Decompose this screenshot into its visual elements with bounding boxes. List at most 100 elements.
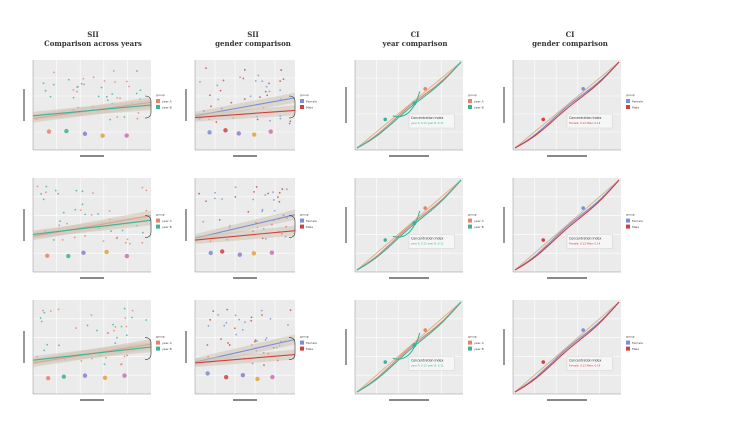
legend-key	[300, 340, 304, 345]
data-point	[123, 307, 126, 310]
annotation-values: Female: 0.12 Male: 0.14	[569, 121, 601, 125]
data-point	[206, 344, 209, 346]
data-point	[216, 84, 219, 87]
legend-label: year B	[162, 225, 172, 229]
data-point	[233, 327, 236, 330]
regression-line	[194, 109, 296, 119]
annotation-title: Concentration Index	[411, 236, 443, 240]
data-point	[259, 96, 261, 99]
concentration-curve	[356, 61, 462, 149]
data-point	[90, 314, 93, 317]
legend-title: group	[156, 93, 165, 97]
data-point	[239, 76, 241, 79]
data-point	[61, 238, 64, 241]
data-point	[244, 321, 246, 324]
col-title-line2: gender comparison	[532, 39, 608, 48]
data-point	[125, 80, 128, 83]
data-point	[110, 230, 113, 233]
data-point	[84, 234, 86, 237]
legend-label: Male	[306, 347, 313, 351]
legend-label: year A	[162, 219, 173, 223]
annotation-box	[566, 113, 613, 129]
panel-row3-sii-year: group year A year B	[23, 300, 173, 401]
x-axis-label	[547, 399, 587, 401]
data-point	[131, 316, 133, 319]
outlier-marker	[122, 373, 127, 378]
legend-label: Male	[632, 347, 639, 351]
legend-key	[626, 105, 630, 109]
legend-key	[300, 105, 304, 109]
outlier-marker	[82, 131, 88, 136]
annotation-values: Female: 0.12 Male: 0.14	[569, 241, 601, 245]
equality-line	[514, 301, 620, 393]
data-point	[126, 354, 129, 357]
data-point	[220, 338, 222, 341]
outlier-marker	[64, 128, 69, 134]
data-point	[126, 238, 129, 241]
legend-label: Male	[306, 225, 313, 229]
data-point	[114, 342, 117, 345]
data-point	[128, 85, 130, 88]
data-point	[135, 92, 138, 95]
outlier-marker	[223, 375, 229, 380]
x-axis-label	[80, 399, 104, 401]
data-point	[49, 310, 52, 312]
col-title-line2: Comparison across years	[44, 39, 142, 48]
legend-key	[156, 218, 160, 223]
data-point	[269, 119, 271, 122]
data-point	[279, 80, 282, 83]
legend-key	[468, 346, 472, 351]
data-point	[266, 94, 269, 97]
panel-row3-sii-gender: group Female Male	[185, 300, 317, 401]
legend-label: Female	[306, 219, 317, 223]
data-point	[272, 191, 274, 193]
data-point	[255, 186, 258, 188]
curve-marker	[581, 328, 585, 332]
legend: group year A year B	[468, 213, 485, 229]
data-point	[212, 310, 215, 312]
legend-label: Female	[632, 100, 643, 104]
legend-key	[156, 105, 160, 109]
data-point	[121, 229, 124, 232]
data-point	[58, 344, 60, 347]
outlier-marker	[205, 371, 210, 376]
data-point	[116, 336, 118, 339]
y-axis-label	[185, 331, 187, 363]
data-point	[44, 191, 47, 194]
data-point	[289, 309, 292, 312]
col-title-ci-year: CI year comparison	[330, 30, 500, 48]
concentration-curve	[356, 61, 462, 149]
y-axis-label	[503, 87, 505, 123]
data-point	[243, 98, 246, 101]
regression-line	[194, 214, 296, 239]
data-point	[253, 190, 255, 193]
concentration-curve	[356, 301, 462, 393]
col-title-line1: SII	[247, 30, 259, 39]
data-point	[235, 333, 238, 336]
data-point	[105, 95, 108, 98]
data-point	[111, 93, 114, 96]
data-point	[264, 238, 267, 240]
regression-line	[32, 219, 152, 235]
legend-key	[468, 218, 472, 223]
annotation-title: Concentration Index	[569, 116, 601, 120]
legend-key	[156, 224, 160, 229]
legend-key	[468, 105, 472, 109]
data-point	[90, 213, 93, 216]
data-point	[137, 112, 140, 114]
legend-key	[626, 224, 630, 229]
y-axis-label	[23, 89, 25, 121]
data-point	[256, 118, 259, 121]
data-point	[39, 317, 42, 319]
data-point	[223, 324, 226, 327]
data-point	[123, 116, 126, 118]
data-point	[273, 209, 276, 212]
data-point	[43, 349, 46, 352]
x-axis-label	[80, 155, 104, 157]
data-point	[96, 329, 98, 332]
legend-title: group	[300, 335, 309, 339]
outlier-marker	[208, 250, 213, 256]
curve-marker	[383, 117, 388, 122]
